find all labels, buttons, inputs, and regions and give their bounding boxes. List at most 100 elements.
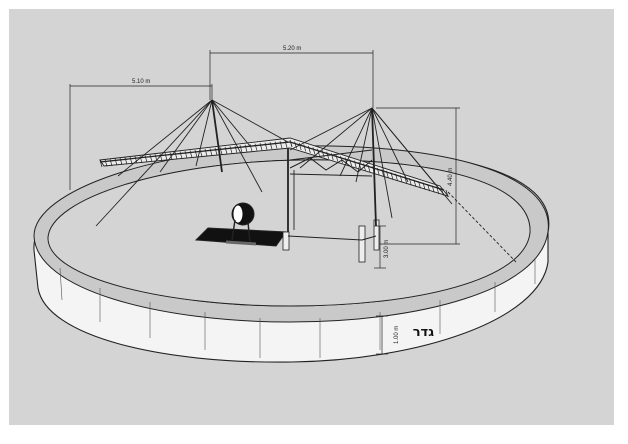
deck-slat bbox=[164, 153, 168, 161]
deck-slat bbox=[427, 184, 430, 192]
deck-slat bbox=[308, 145, 311, 153]
deck-slat bbox=[214, 147, 218, 155]
deck-slats bbox=[99, 139, 449, 198]
floor-equipment bbox=[194, 148, 380, 263]
deck-slat bbox=[298, 142, 302, 151]
deck-slat bbox=[99, 159, 103, 168]
left-mast bbox=[211, 99, 223, 173]
right-mast-stay-f bbox=[371, 107, 409, 183]
deck-slat bbox=[104, 159, 108, 167]
right-mast-stay-d bbox=[355, 107, 373, 183]
guide-dashed bbox=[447, 191, 517, 263]
circular-wall bbox=[33, 145, 550, 363]
drum-leg-b bbox=[247, 221, 251, 245]
deck-slat bbox=[353, 160, 357, 168]
right-mast-stay-h bbox=[371, 107, 453, 205]
deck-slat bbox=[149, 154, 153, 162]
dim-span-right-label: 5.20 m bbox=[283, 46, 301, 52]
truss-bottom bbox=[289, 173, 373, 177]
deck-slat bbox=[194, 149, 198, 158]
dimension-lines bbox=[69, 50, 460, 355]
left-mast-stay-c bbox=[159, 99, 213, 173]
deck-slat bbox=[109, 158, 113, 167]
deck-slat bbox=[179, 151, 183, 159]
dark-track bbox=[194, 227, 287, 247]
deck-slat bbox=[445, 189, 449, 198]
deck-slat bbox=[234, 145, 238, 153]
drum-leg-a bbox=[231, 219, 236, 241]
right-mast-stay-b bbox=[299, 107, 373, 169]
frame-post-left bbox=[282, 231, 290, 251]
base-skid bbox=[225, 240, 257, 246]
deck-slat bbox=[269, 142, 273, 150]
frame-beam bbox=[287, 235, 363, 241]
deck-slat bbox=[335, 154, 339, 162]
deck-slat bbox=[399, 175, 403, 183]
deck-slat bbox=[418, 181, 421, 189]
deck-slat bbox=[124, 157, 128, 165]
wall-facets bbox=[59, 258, 536, 358]
frame-post-right bbox=[358, 225, 366, 263]
deck-slat bbox=[204, 148, 208, 157]
deck-slat bbox=[189, 150, 193, 158]
deck-slat bbox=[114, 158, 118, 166]
deck-slat bbox=[184, 150, 188, 159]
deck-slat bbox=[139, 155, 143, 163]
deck-slat bbox=[294, 141, 297, 149]
left-mast-stay-e bbox=[211, 99, 263, 193]
deck-slat bbox=[284, 140, 288, 148]
truss-zigzag bbox=[289, 157, 373, 173]
deck-slat bbox=[119, 157, 123, 165]
masts-and-cables bbox=[95, 99, 517, 263]
deck-slat bbox=[229, 146, 233, 154]
deck-slat bbox=[244, 144, 248, 152]
deck-slat bbox=[390, 172, 394, 180]
cable-drum-face bbox=[232, 204, 244, 224]
deck-slat bbox=[340, 156, 343, 164]
deck-slat bbox=[436, 186, 440, 195]
deck-slat bbox=[330, 153, 334, 161]
deck-slat bbox=[367, 164, 371, 173]
right-mast-stay-e bbox=[371, 107, 393, 219]
deck-slat bbox=[274, 141, 278, 149]
deck-rail bbox=[99, 141, 291, 163]
left-mast-stay-a bbox=[95, 99, 213, 227]
dim-frame-height-label: 3.00 m bbox=[384, 240, 390, 258]
frame-beam-back bbox=[361, 235, 377, 241]
fence-label: גדר bbox=[413, 325, 434, 340]
deck-slat bbox=[209, 148, 213, 156]
deck-slat bbox=[144, 155, 148, 163]
right-mast bbox=[371, 107, 377, 227]
deck-slat bbox=[199, 149, 203, 157]
deck-slat bbox=[289, 139, 293, 148]
dim-span-left-label: 5.10 m bbox=[132, 79, 150, 85]
deck-rail-2 bbox=[289, 141, 445, 191]
deck-slat bbox=[259, 143, 263, 151]
deck-slat bbox=[129, 156, 133, 164]
deck-slat bbox=[408, 178, 412, 186]
deck-slat bbox=[386, 170, 389, 178]
deck-slat bbox=[239, 145, 243, 153]
deck-slat bbox=[312, 147, 316, 155]
deck-slat bbox=[224, 146, 228, 154]
deck-slat bbox=[264, 142, 268, 150]
deck-slat bbox=[159, 153, 163, 161]
truss-top bbox=[289, 149, 373, 161]
left-mast-stay-d bbox=[195, 99, 213, 167]
right-mast-stay-a bbox=[289, 107, 373, 151]
deck-slat bbox=[219, 147, 223, 155]
right-mast-stay-c bbox=[339, 107, 373, 177]
deck-slat bbox=[413, 179, 417, 187]
deck-slat bbox=[134, 156, 138, 164]
deck-slat bbox=[174, 152, 178, 160]
deck-slat bbox=[376, 167, 380, 176]
dim-mast-height-label: 4.40 m bbox=[448, 168, 454, 186]
deck-slat bbox=[349, 159, 352, 167]
deck-slat bbox=[404, 176, 408, 184]
deck-slat bbox=[254, 143, 258, 151]
suspended-deck bbox=[99, 137, 450, 198]
deck-slat bbox=[431, 185, 435, 193]
dim-wall-height-label: 1.00 m bbox=[394, 326, 400, 344]
